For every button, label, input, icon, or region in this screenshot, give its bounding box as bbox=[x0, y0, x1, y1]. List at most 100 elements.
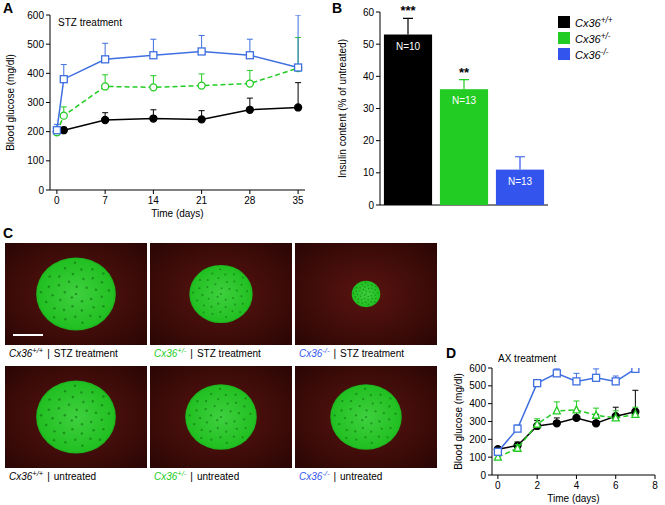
islet bbox=[330, 384, 402, 450]
micrograph-treatment: STZ treatment bbox=[340, 348, 404, 359]
cell-nucleus bbox=[48, 275, 50, 277]
micrograph-background bbox=[150, 366, 292, 468]
cell-nucleus bbox=[40, 414, 42, 416]
micrograph-genotype: Cx36+/+ bbox=[9, 346, 44, 359]
data-point bbox=[593, 374, 600, 381]
cell-nucleus bbox=[64, 390, 66, 392]
data-point bbox=[612, 414, 619, 421]
cell-nucleus bbox=[394, 413, 396, 415]
data-point bbox=[198, 116, 205, 123]
cell-nucleus bbox=[355, 414, 357, 416]
y-tick-label: 200 bbox=[469, 434, 486, 445]
cell-nucleus bbox=[225, 422, 227, 424]
cell-nucleus bbox=[58, 398, 60, 400]
bar bbox=[440, 89, 488, 205]
cell-nucleus bbox=[241, 436, 243, 438]
cell-nucleus bbox=[377, 292, 379, 294]
cell-nucleus bbox=[53, 307, 55, 309]
cell-nucleus bbox=[390, 427, 392, 429]
data-point bbox=[593, 420, 600, 427]
cell-nucleus bbox=[245, 427, 247, 429]
y-tick-label: 500 bbox=[469, 380, 486, 391]
genotype-superscript: +/+ bbox=[601, 16, 613, 25]
cell-nucleus bbox=[195, 409, 197, 411]
cell-nucleus bbox=[381, 428, 383, 430]
cell-nucleus bbox=[51, 417, 53, 419]
x-tick-label: 2 bbox=[534, 480, 540, 491]
x-tick-label: 8 bbox=[652, 480, 658, 491]
cell-nucleus bbox=[74, 262, 76, 264]
cell-nucleus bbox=[375, 286, 377, 288]
data-point bbox=[553, 370, 560, 377]
cell-nucleus bbox=[212, 313, 214, 315]
y-tick bbox=[46, 102, 50, 103]
micrograph-separator: | bbox=[47, 471, 50, 482]
cell-nucleus bbox=[74, 385, 76, 387]
micrograph-separator: | bbox=[333, 348, 336, 359]
data-point bbox=[198, 48, 205, 55]
y-tick bbox=[488, 368, 492, 369]
cell-nucleus bbox=[206, 421, 208, 423]
genotype-superscript: +/+ bbox=[32, 469, 43, 478]
genotype-superscript: +/- bbox=[177, 346, 186, 355]
cell-nucleus bbox=[383, 412, 385, 414]
y-axis-label: Insulin content (% of untreated) bbox=[337, 39, 348, 178]
cell-nucleus bbox=[353, 293, 355, 295]
data-point bbox=[295, 65, 302, 72]
cell-nucleus bbox=[360, 295, 362, 297]
x-tick-label: 14 bbox=[148, 195, 160, 206]
cell-nucleus bbox=[200, 437, 202, 439]
cell-nucleus bbox=[359, 290, 361, 292]
y-tick-label: 10 bbox=[363, 167, 375, 178]
cell-nucleus bbox=[371, 442, 373, 444]
cell-nucleus bbox=[210, 306, 212, 308]
micrograph-background bbox=[5, 243, 147, 345]
cell-nucleus bbox=[64, 318, 66, 320]
cell-nucleus bbox=[74, 438, 76, 440]
cell-nucleus bbox=[361, 299, 363, 301]
micrograph bbox=[5, 366, 147, 468]
x-tick bbox=[153, 190, 154, 194]
micrograph-background bbox=[5, 366, 147, 468]
cell-nucleus bbox=[80, 268, 82, 270]
micrograph-genotype: Cx36-/- bbox=[299, 346, 330, 359]
micrograph-treatment: untreated bbox=[54, 471, 96, 482]
y-tick-label: 400 bbox=[27, 68, 44, 79]
y-tick-label: 600 bbox=[27, 10, 44, 21]
data-point bbox=[150, 84, 157, 91]
cell-nucleus bbox=[354, 296, 356, 298]
cell-nucleus bbox=[64, 414, 66, 416]
data-point bbox=[295, 64, 302, 71]
cell-nucleus bbox=[203, 304, 205, 306]
cell-nucleus bbox=[91, 268, 93, 270]
y-tick-label: 400 bbox=[469, 398, 486, 409]
panel-label: B bbox=[332, 0, 342, 16]
y-tick bbox=[376, 12, 380, 13]
cell-nucleus bbox=[72, 396, 74, 398]
data-point bbox=[60, 112, 67, 119]
legend-label: Cx36-/- bbox=[575, 48, 609, 61]
cell-nucleus bbox=[344, 417, 346, 419]
x-tick-label: 35 bbox=[293, 195, 305, 206]
cell-nucleus bbox=[196, 299, 198, 301]
cell-nucleus bbox=[208, 298, 210, 300]
cell-nucleus bbox=[234, 303, 236, 305]
cell-nucleus bbox=[380, 402, 382, 404]
y-tick bbox=[46, 190, 50, 191]
cell-nucleus bbox=[243, 405, 245, 407]
cell-nucleus bbox=[355, 439, 357, 441]
cell-nucleus bbox=[365, 416, 367, 418]
cell-nucleus bbox=[101, 404, 103, 406]
micrograph-background bbox=[295, 243, 437, 345]
cell-nucleus bbox=[218, 277, 220, 279]
cell-nucleus bbox=[92, 429, 94, 431]
data-point bbox=[246, 52, 253, 59]
y-tick bbox=[376, 108, 380, 109]
cell-nucleus bbox=[340, 409, 342, 411]
cell-nucleus bbox=[364, 286, 366, 288]
cell-nucleus bbox=[209, 430, 211, 432]
cell-nucleus bbox=[361, 284, 363, 286]
cell-nucleus bbox=[217, 427, 219, 429]
plot-area bbox=[53, 15, 301, 136]
y-tick bbox=[488, 439, 492, 440]
